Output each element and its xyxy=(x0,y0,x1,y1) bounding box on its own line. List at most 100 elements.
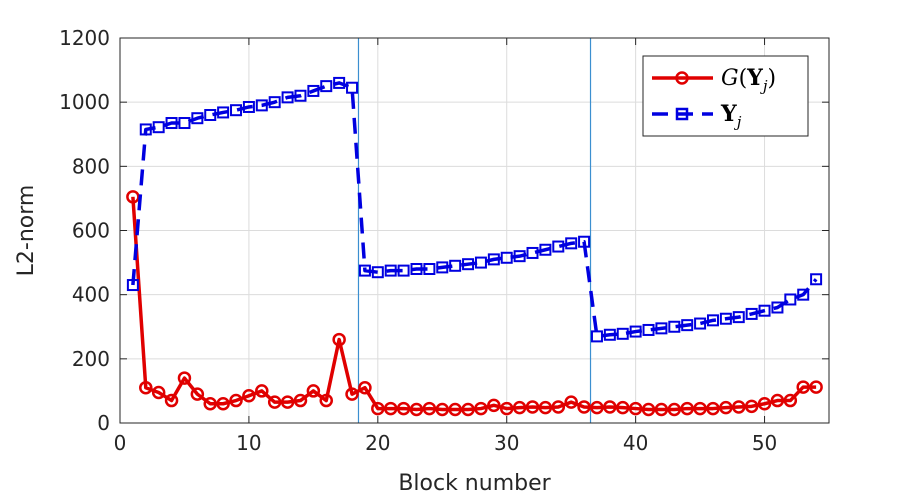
y-tick-label: 1200 xyxy=(59,26,110,50)
series-line-yj xyxy=(131,81,818,339)
x-tick-label: 30 xyxy=(494,431,519,455)
legend-label-g-yj: G(Yj) xyxy=(721,65,776,95)
data-point xyxy=(293,393,308,408)
data-point xyxy=(139,123,152,136)
legend-label-yj: Yj xyxy=(720,101,742,131)
data-point xyxy=(396,401,411,416)
data-point xyxy=(177,371,192,385)
data-point xyxy=(500,251,513,264)
y-axis-title: L2-norm xyxy=(14,185,39,277)
data-point xyxy=(332,332,346,347)
y-tick-label: 1000 xyxy=(59,90,110,114)
data-point xyxy=(448,402,462,417)
y-tick-label: 0 xyxy=(97,411,110,435)
data-point xyxy=(423,263,436,275)
data-point xyxy=(126,279,139,292)
data-point xyxy=(564,395,578,409)
series-group xyxy=(126,76,823,417)
data-point xyxy=(590,400,604,415)
data-point xyxy=(641,402,656,417)
data-point xyxy=(706,401,720,416)
data-point xyxy=(358,380,372,395)
data-point xyxy=(487,253,500,266)
data-point xyxy=(345,387,359,401)
data-point xyxy=(436,261,449,274)
data-point xyxy=(654,402,669,417)
data-point xyxy=(757,397,772,411)
data-point xyxy=(552,240,565,253)
data-point xyxy=(590,330,603,343)
series-yj xyxy=(126,76,823,343)
legend-box xyxy=(642,55,809,137)
data-point xyxy=(126,190,140,204)
data-point xyxy=(603,400,617,414)
data-point xyxy=(255,384,269,398)
data-point xyxy=(551,400,566,414)
data-point xyxy=(346,81,359,94)
data-point xyxy=(706,314,719,327)
data-point xyxy=(655,322,668,335)
data-point xyxy=(151,385,166,400)
data-point xyxy=(771,301,784,314)
data-point xyxy=(783,393,798,408)
data-point xyxy=(810,273,823,286)
data-point xyxy=(525,400,540,414)
data-point xyxy=(216,397,230,411)
data-point xyxy=(230,104,243,117)
data-point xyxy=(410,263,423,275)
data-point xyxy=(784,293,797,306)
data-point xyxy=(268,96,281,109)
data-point xyxy=(461,402,475,417)
data-point xyxy=(178,117,191,130)
y-tick-label: 600 xyxy=(72,219,110,243)
data-point xyxy=(538,400,553,415)
data-point xyxy=(280,395,295,409)
data-point xyxy=(409,402,424,417)
x-tick-label: 40 xyxy=(623,431,648,455)
data-point xyxy=(770,393,785,408)
data-point xyxy=(615,400,630,415)
legend: G(Yj) Yj xyxy=(642,55,809,137)
data-point xyxy=(242,100,255,113)
data-point xyxy=(164,393,179,408)
legend-entry-g-yj: G(Yj) xyxy=(652,65,776,95)
data-point xyxy=(384,264,397,277)
data-point xyxy=(294,89,307,102)
data-point xyxy=(319,393,334,408)
data-point xyxy=(462,258,475,271)
data-point xyxy=(333,76,346,89)
data-point xyxy=(539,243,552,256)
data-point xyxy=(578,235,591,248)
data-point xyxy=(203,397,217,411)
data-point xyxy=(474,256,487,269)
data-point xyxy=(422,401,437,416)
x-tick-label: 10 xyxy=(236,431,261,455)
data-point xyxy=(628,401,643,416)
data-point xyxy=(745,307,758,320)
data-point xyxy=(577,400,591,414)
data-point xyxy=(306,384,321,398)
data-point xyxy=(565,237,578,250)
data-point xyxy=(732,311,745,324)
data-point xyxy=(217,106,230,119)
data-point xyxy=(267,395,282,409)
data-point xyxy=(281,91,294,104)
series-g-yj xyxy=(126,190,823,417)
x-tick-label: 0 xyxy=(114,431,127,455)
data-point xyxy=(487,398,501,413)
axis-ticks: 0 10 20 30 40 50 0 200 400 600 800 1000 1200 xyxy=(59,26,829,455)
data-point xyxy=(371,401,385,416)
data-point xyxy=(371,266,384,279)
x-tick-label: 20 xyxy=(365,431,390,455)
series-line-g-yj xyxy=(131,196,817,412)
data-point xyxy=(719,312,732,325)
legend-marker-g-yj xyxy=(675,71,689,85)
data-point xyxy=(320,80,333,93)
y-tick-label: 800 xyxy=(72,154,110,178)
data-point xyxy=(809,380,823,394)
data-point xyxy=(204,109,217,121)
data-point xyxy=(383,401,398,416)
data-point xyxy=(499,401,514,416)
data-point xyxy=(693,401,707,416)
